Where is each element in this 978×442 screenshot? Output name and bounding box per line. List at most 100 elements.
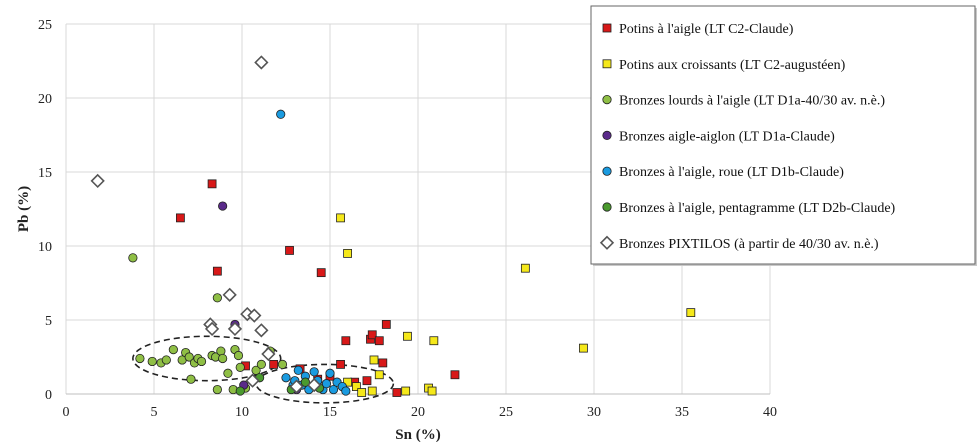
legend-marker: [602, 59, 612, 69]
data-point: [186, 374, 196, 384]
data-point: [378, 358, 388, 368]
data-point: [285, 246, 294, 255]
data-point: [254, 55, 269, 70]
legend-item: Bronzes aigle-aiglon (LT D1a-Claude): [602, 129, 835, 144]
y-tick-label: 5: [45, 314, 52, 329]
legend-label: Potins aux croissants (LT C2-augustéen): [619, 58, 846, 73]
legend-marker: [602, 23, 612, 33]
data-point: [401, 386, 411, 396]
data-point: [520, 263, 530, 273]
legend-label: Bronzes PIXTILOS (à partir de 40/30 av. …: [619, 237, 879, 252]
data-point: [235, 362, 245, 372]
data-point: [450, 370, 460, 380]
legend-item: Bronzes à l'aigle, pentagramme (LT D2b-C…: [602, 201, 896, 216]
legend-label: Potins à l'aigle (LT C2-Claude): [619, 22, 794, 37]
data-point: [233, 350, 244, 361]
data-point: [223, 368, 233, 378]
data-point: [135, 353, 145, 364]
y-tick-label: 10: [38, 240, 52, 255]
data-point: [256, 359, 266, 369]
data-point: [269, 359, 279, 369]
data-point: [316, 268, 326, 278]
data-point: [128, 253, 138, 263]
data-point: [369, 355, 379, 365]
series-2-points: [336, 213, 696, 397]
data-point: [218, 353, 228, 364]
data-point: [309, 367, 319, 377]
data-point: [403, 331, 412, 341]
data-point: [254, 323, 269, 338]
data-point: [289, 379, 304, 394]
data-point: [212, 384, 222, 395]
data-point: [251, 365, 261, 375]
data-point: [276, 109, 286, 119]
y-tick-label: 0: [45, 388, 52, 403]
group-ellipses: [132, 335, 395, 404]
legend-box: [590, 5, 976, 265]
data-point: [293, 365, 303, 375]
data-point: [90, 173, 105, 189]
legend-label: Bronzes aigle-aiglon (LT D1a-Claude): [619, 129, 835, 144]
series-7-points: [90, 55, 322, 394]
x-tick-label: 5: [151, 405, 158, 420]
data-point: [247, 308, 262, 323]
data-point: [362, 376, 372, 386]
data-point: [212, 266, 222, 276]
legend-item: Potins aux croissants (LT C2-augustéen): [602, 58, 846, 73]
data-point: [341, 336, 351, 346]
data-point: [374, 336, 384, 346]
legend-marker: [602, 95, 612, 105]
legend-label: Bronzes à l'aigle, roue (LT D1b-Claude): [619, 165, 844, 180]
x-tick-label: 35: [675, 405, 689, 420]
data-point: [325, 368, 335, 378]
data-point: [218, 201, 228, 211]
data-point: [175, 213, 185, 223]
data-point: [227, 321, 243, 337]
data-point: [429, 336, 439, 346]
x-tick-label: 10: [235, 405, 249, 420]
legend-marker: [602, 202, 612, 212]
legend-marker: [602, 166, 612, 176]
data-point: [261, 346, 276, 362]
group-ellipse: [132, 335, 282, 382]
x-tick-label: 40: [763, 405, 777, 420]
data-points: [90, 55, 696, 397]
legend-label: Bronzes à l'aigle, pentagramme (LT D2b-C…: [619, 201, 896, 216]
data-point: [579, 343, 588, 353]
y-axis-ticks: 0 5 10 15 20 25: [38, 18, 52, 403]
data-point: [367, 386, 377, 396]
data-point: [204, 321, 220, 337]
data-point: [392, 388, 402, 397]
data-point: [222, 287, 237, 302]
legend-item: Bronzes lourds à l'aigle (LT D1a-40/30 a…: [602, 94, 885, 109]
data-point: [357, 388, 367, 397]
group-ellipse: [255, 363, 395, 404]
x-tick-label: 15: [323, 405, 337, 420]
data-point: [235, 386, 245, 396]
data-point: [212, 293, 222, 303]
legend-marker: [602, 130, 612, 140]
data-point: [336, 213, 345, 223]
data-point: [341, 386, 351, 396]
legend-marker: [599, 235, 615, 250]
data-point: [300, 377, 310, 387]
data-point: [336, 359, 345, 369]
legend-item: Potins à l'aigle (LT C2-Claude): [602, 22, 794, 37]
data-point: [147, 356, 157, 367]
x-tick-label: 25: [499, 405, 513, 420]
data-point: [307, 377, 322, 393]
data-point: [168, 344, 178, 355]
y-tick-label: 15: [38, 166, 52, 181]
data-point: [321, 379, 332, 389]
data-point: [184, 352, 194, 362]
x-tick-label: 30: [587, 405, 601, 420]
data-point: [245, 373, 260, 388]
y-tick-label: 20: [38, 92, 52, 107]
x-axis-ticks: 0 5 10 15 20 25 30 35 40: [63, 405, 778, 420]
x-axis-title: Sn (%): [395, 427, 440, 442]
series-3-points: [128, 253, 288, 395]
data-point: [328, 384, 339, 395]
legend: Potins à l'aigle (LT C2-Claude) Potins au…: [590, 5, 977, 266]
data-point: [374, 370, 384, 380]
